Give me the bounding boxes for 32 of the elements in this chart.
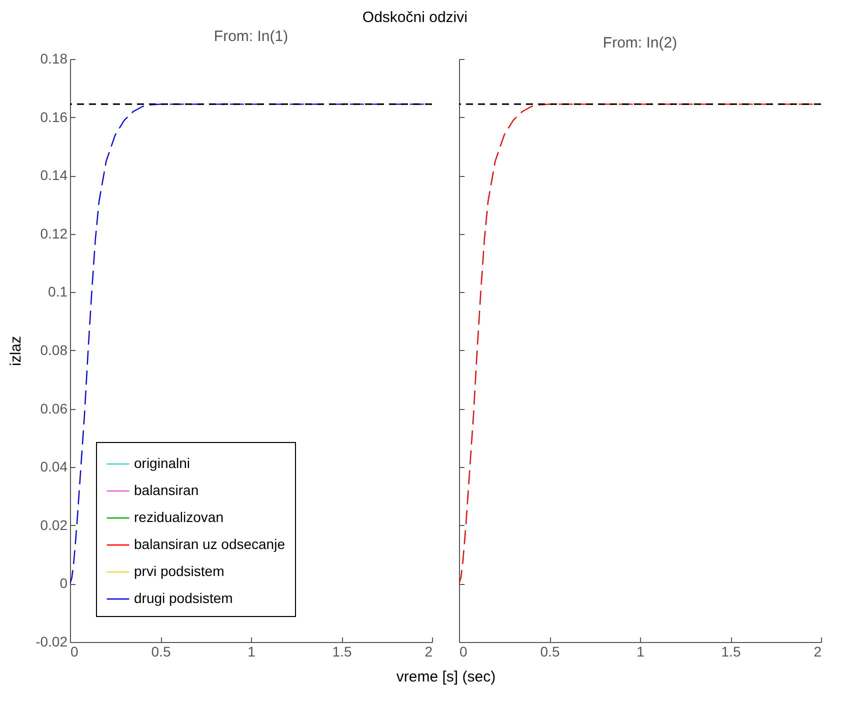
y-tick-label: 0.18 <box>40 50 68 66</box>
legend-label: balansiran uz odsecanje <box>134 536 286 552</box>
x-tick-label: 0.5 <box>151 644 171 660</box>
chart-subtitle: From: In(1) <box>214 28 288 45</box>
x-tick-label: 1.5 <box>332 644 352 660</box>
y-tick-label: 0.12 <box>40 225 68 242</box>
x-tick-label: 1.5 <box>721 644 741 660</box>
y-tick-label: 0.06 <box>40 400 68 416</box>
y-tick-label: 0 <box>60 575 68 592</box>
x-tick-label: 2 <box>814 644 822 660</box>
y-tick-label: -0.02 <box>36 634 68 650</box>
x-tick-label: 2 <box>424 644 433 660</box>
x-tick-label: 1 <box>248 644 256 660</box>
x-tick-label: 0 <box>460 644 468 660</box>
y-tick-label: 0.1 <box>48 284 68 300</box>
y-tick-label: 0.04 <box>40 458 68 475</box>
legend-label: originalni <box>134 455 190 471</box>
chart-title: Odskočni odzivi <box>362 9 468 26</box>
y-tick-label: 0.16 <box>40 108 68 125</box>
y-axis-title: izlaz <box>8 336 25 366</box>
legend-label: rezidualizovan <box>134 509 224 525</box>
x-axis-title: vreme [s] (sec) <box>396 668 496 686</box>
legend-label: prvi podsistem <box>134 563 224 579</box>
legend-label: drugi podsistem <box>134 590 233 606</box>
x-tick-label: 0 <box>70 644 78 660</box>
x-tick-label: 1 <box>636 644 645 660</box>
legend-label: balansiran <box>134 482 199 498</box>
y-tick-label: 0.14 <box>40 167 68 184</box>
chart-subtitle: From: In(2) <box>602 34 678 52</box>
y-tick-label: 0.02 <box>40 516 68 533</box>
y-tick-label: 0.08 <box>40 342 68 358</box>
x-tick-label: 0.5 <box>540 644 560 660</box>
